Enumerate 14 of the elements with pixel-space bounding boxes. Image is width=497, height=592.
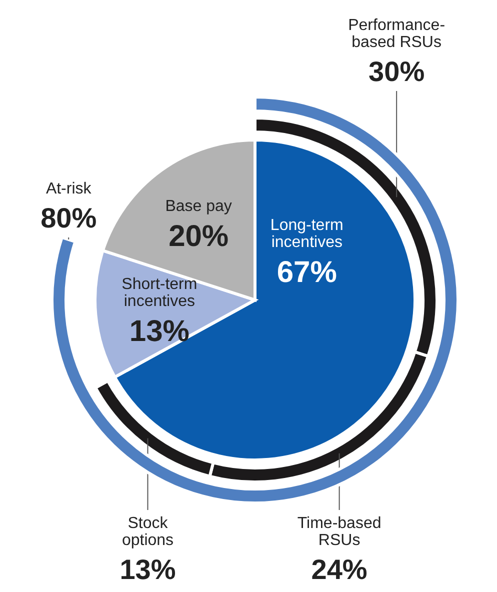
data-label: 13% (120, 554, 176, 585)
slice-label: Long-term incentives (270, 217, 344, 252)
data-label: 13% (129, 315, 190, 348)
slice-label: Time-based RSUs (297, 515, 382, 549)
slice-label: Performance-based RSUs (348, 17, 446, 51)
slice-label: Base pay (165, 198, 232, 215)
slice-label: Stock options (122, 515, 174, 549)
data-label: 24% (311, 554, 368, 585)
data-label: 20% (168, 220, 229, 253)
data-label: 67% (276, 256, 337, 290)
slice-label: Short-term incentives (122, 276, 198, 310)
slice-label: At-risk (46, 180, 92, 198)
data-label: 80% (40, 202, 97, 234)
data-label: 30% (368, 56, 425, 87)
